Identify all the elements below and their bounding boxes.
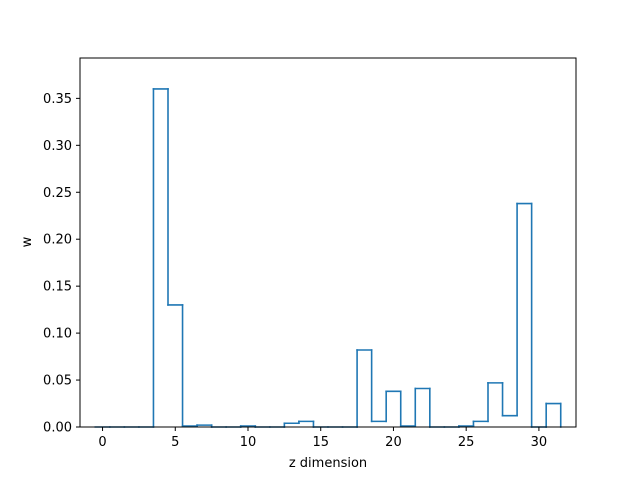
axes-frame xyxy=(79,57,577,428)
y-tick-label: 0.15 xyxy=(43,280,72,295)
y-tick-label: 0.30 xyxy=(43,139,72,154)
x-tick-label: 25 xyxy=(458,435,475,450)
y-tick-label: 0.05 xyxy=(43,374,72,389)
y-axis-ticks: 0.00 0.05 0.10 0.15 0.20 0.25 0.30 0.35 xyxy=(43,92,80,436)
x-tick-label: 30 xyxy=(531,435,548,450)
plot-area xyxy=(94,88,562,428)
y-tick-label: 0.00 xyxy=(43,421,72,436)
y-tick-label: 0.20 xyxy=(43,233,72,248)
x-axis-label: z dimension xyxy=(289,456,367,471)
y-tick-label: 0.35 xyxy=(43,92,72,107)
x-tick-label: 5 xyxy=(171,435,179,450)
y-tick-label: 0.10 xyxy=(43,327,72,342)
x-tick-label: 10 xyxy=(240,435,257,450)
x-tick-label: 20 xyxy=(385,435,402,450)
y-axis-label: w xyxy=(20,236,35,247)
x-tick-label: 0 xyxy=(98,435,106,450)
x-axis-ticks: 0 5 10 15 20 25 30 xyxy=(98,427,547,450)
y-tick-label: 0.25 xyxy=(43,186,72,201)
x-tick-label: 15 xyxy=(312,435,329,450)
